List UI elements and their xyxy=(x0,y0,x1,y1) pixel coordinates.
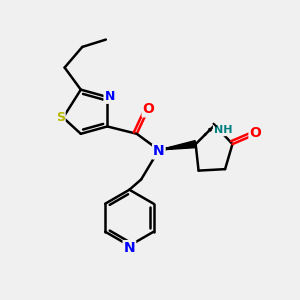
Text: N: N xyxy=(104,90,115,103)
Text: S: S xyxy=(56,111,65,124)
Text: N: N xyxy=(124,241,135,255)
Text: NH: NH xyxy=(214,125,232,135)
Text: O: O xyxy=(250,126,261,140)
Text: N: N xyxy=(153,145,165,158)
Polygon shape xyxy=(159,141,196,150)
Text: O: O xyxy=(142,102,154,116)
